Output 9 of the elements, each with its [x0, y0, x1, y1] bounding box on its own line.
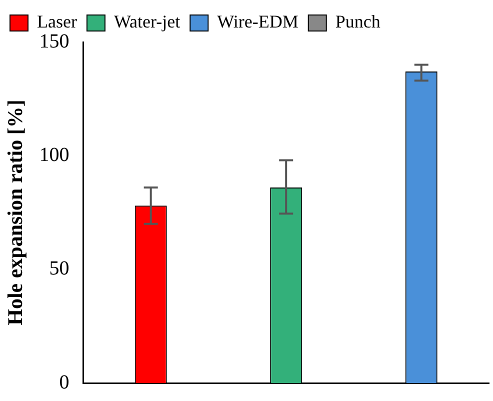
y-tick-label: 0: [59, 371, 70, 394]
y-tick-label: 50: [49, 258, 70, 280]
legend-label: Water-jet: [114, 12, 180, 32]
y-tick-label: 100: [39, 144, 70, 166]
legend-label: Wire-EDM: [217, 12, 298, 32]
legend-label: Punch: [335, 12, 380, 32]
y-tick-label: 150: [39, 30, 70, 52]
legend-label: Laser: [37, 12, 77, 32]
y-axis-title: Hole expansion ratio [%]: [3, 100, 28, 326]
